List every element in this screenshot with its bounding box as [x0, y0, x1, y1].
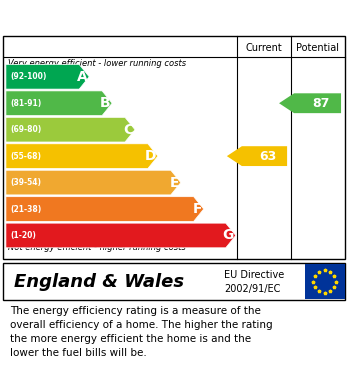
Text: (39-54): (39-54)	[10, 178, 41, 187]
Polygon shape	[6, 91, 112, 115]
Polygon shape	[6, 197, 204, 221]
Text: Not energy efficient - higher running costs: Not energy efficient - higher running co…	[8, 243, 185, 252]
Polygon shape	[279, 93, 341, 113]
Text: E: E	[169, 176, 179, 190]
Text: (81-91): (81-91)	[10, 99, 41, 108]
Text: (1-20): (1-20)	[10, 231, 36, 240]
Text: Potential: Potential	[296, 43, 339, 53]
Polygon shape	[6, 223, 236, 248]
FancyBboxPatch shape	[304, 264, 345, 299]
Polygon shape	[6, 65, 89, 89]
Text: (21-38): (21-38)	[10, 204, 41, 213]
Text: D: D	[145, 149, 156, 163]
Text: Energy Efficiency Rating: Energy Efficiency Rating	[14, 9, 235, 25]
Text: C: C	[123, 123, 133, 137]
Polygon shape	[6, 144, 158, 169]
Polygon shape	[227, 146, 287, 166]
Text: (92-100): (92-100)	[10, 72, 47, 81]
Text: England & Wales: England & Wales	[14, 273, 184, 291]
Text: B: B	[100, 96, 110, 110]
Text: A: A	[77, 70, 87, 84]
Text: F: F	[192, 202, 202, 216]
Text: G: G	[223, 228, 234, 242]
Text: 63: 63	[259, 150, 277, 163]
Text: (55-68): (55-68)	[10, 152, 41, 161]
Text: (69-80): (69-80)	[10, 125, 41, 134]
Text: 87: 87	[313, 97, 330, 110]
Text: 2002/91/EC: 2002/91/EC	[224, 284, 281, 294]
Polygon shape	[6, 170, 181, 195]
FancyBboxPatch shape	[3, 36, 345, 259]
Text: Current: Current	[245, 43, 282, 53]
Text: Very energy efficient - lower running costs: Very energy efficient - lower running co…	[8, 59, 186, 68]
Text: EU Directive: EU Directive	[224, 271, 285, 280]
Text: The energy efficiency rating is a measure of the
overall efficiency of a home. T: The energy efficiency rating is a measur…	[10, 306, 273, 358]
FancyBboxPatch shape	[3, 263, 345, 300]
Polygon shape	[6, 117, 135, 142]
